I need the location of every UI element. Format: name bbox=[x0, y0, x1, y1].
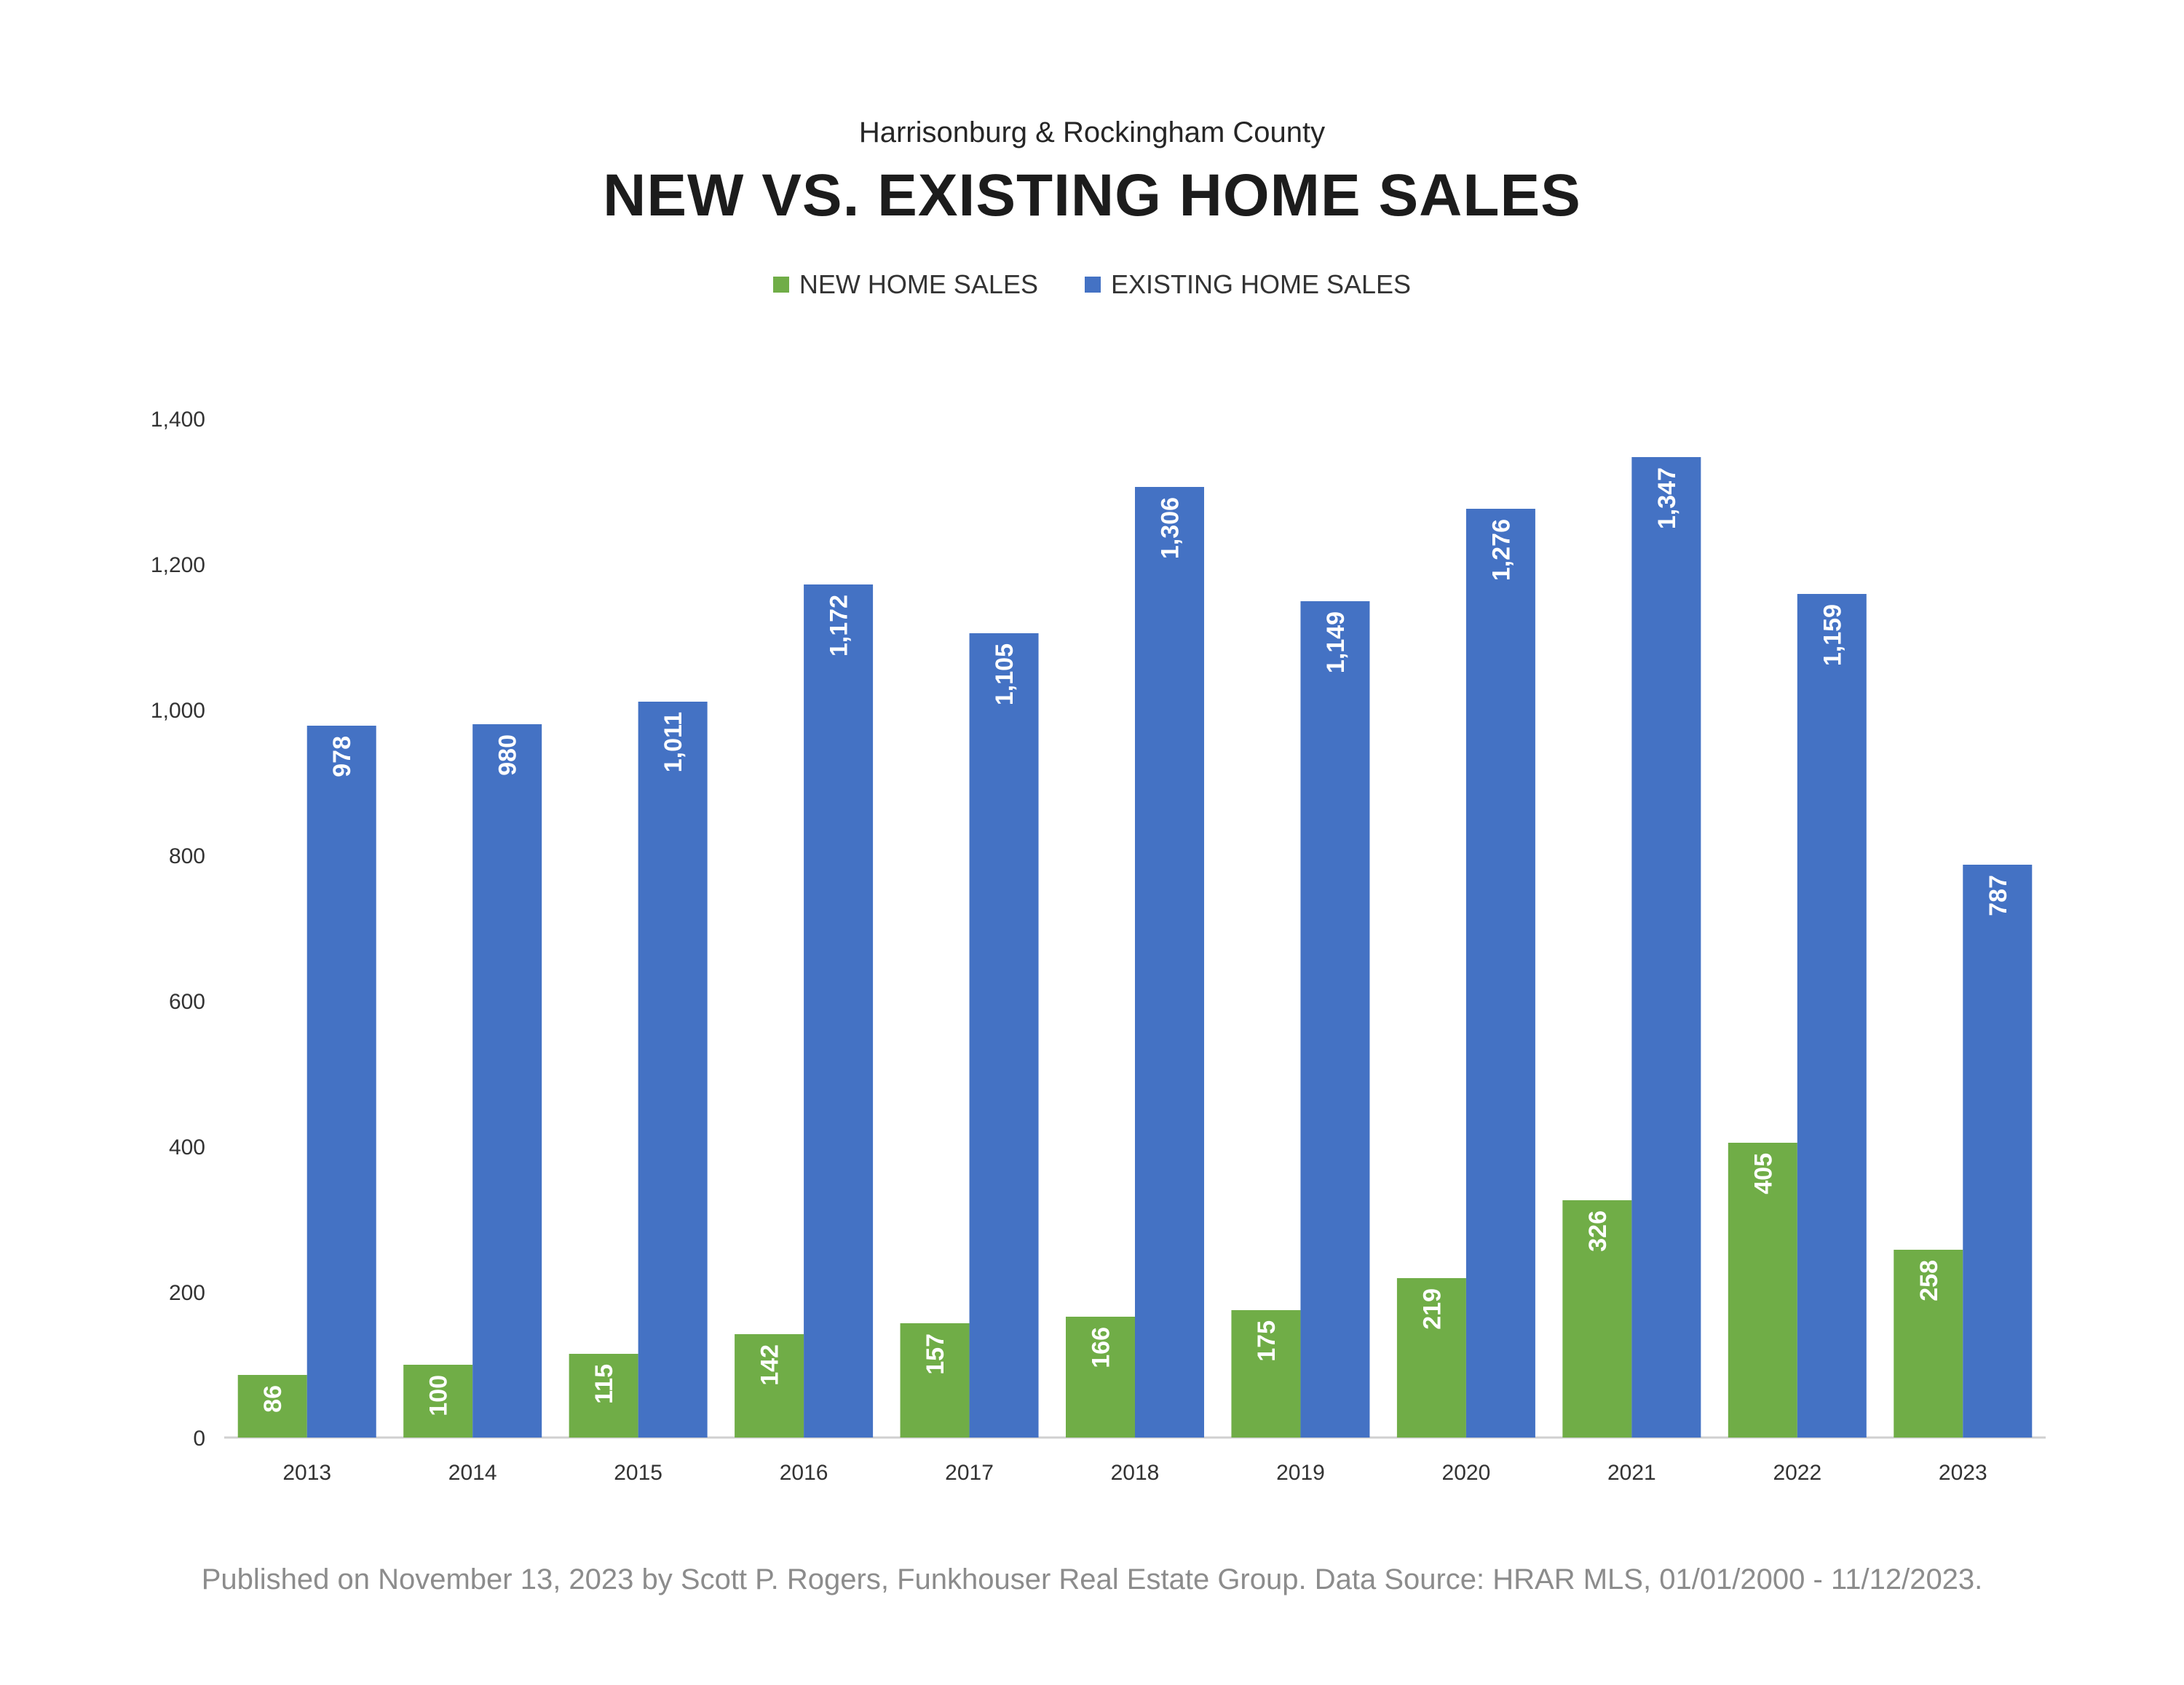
new-sales-data-label: 142 bbox=[756, 1344, 784, 1386]
new-sales-bar bbox=[1396, 1278, 1466, 1438]
existing-sales-bar bbox=[1631, 457, 1701, 1438]
new-sales-data-label: 219 bbox=[1418, 1288, 1446, 1330]
new-sales-data-label: 100 bbox=[425, 1375, 453, 1416]
existing-sales-data-label: 980 bbox=[494, 734, 522, 776]
x-tick-label: 2015 bbox=[614, 1461, 662, 1485]
existing-sales-data-label: 978 bbox=[328, 736, 356, 777]
x-tick-label: 2013 bbox=[282, 1461, 331, 1485]
new-sales-bar bbox=[569, 1354, 638, 1438]
new-sales-bar bbox=[237, 1375, 307, 1438]
y-tick-label: 0 bbox=[193, 1427, 205, 1451]
existing-sales-bar bbox=[1300, 601, 1370, 1438]
existing-sales-bar bbox=[1797, 594, 1867, 1438]
existing-sales-bar bbox=[1135, 487, 1204, 1438]
existing-sales-bar bbox=[804, 584, 874, 1438]
new-sales-data-label: 326 bbox=[1584, 1210, 1612, 1252]
x-tick-label: 2014 bbox=[448, 1461, 497, 1485]
legend-label-new: NEW HOME SALES bbox=[799, 269, 1038, 299]
new-sales-data-label: 166 bbox=[1088, 1327, 1115, 1368]
new-sales-bar bbox=[1231, 1310, 1301, 1438]
existing-sales-data-label: 1,347 bbox=[1653, 467, 1681, 529]
new-sales-data-label: 258 bbox=[1915, 1260, 1943, 1301]
x-tick-label: 2023 bbox=[1939, 1461, 1987, 1485]
new-sales-data-label: 175 bbox=[1253, 1320, 1281, 1362]
y-tick-label: 800 bbox=[169, 844, 205, 868]
footer-source-note: Published on November 13, 2023 by Scott … bbox=[201, 1563, 1983, 1595]
new-sales-bar bbox=[1066, 1317, 1135, 1438]
x-tick-label: 2016 bbox=[780, 1461, 828, 1485]
existing-sales-bar bbox=[1963, 865, 2033, 1438]
existing-sales-data-label: 1,172 bbox=[826, 595, 853, 657]
existing-sales-data-label: 1,149 bbox=[1322, 611, 1350, 673]
chart-title: NEW VS. EXISTING HOME SALES bbox=[603, 162, 1581, 229]
y-tick-label: 1,200 bbox=[151, 553, 205, 577]
new-sales-data-label: 86 bbox=[259, 1385, 287, 1413]
existing-sales-data-label: 1,011 bbox=[660, 712, 687, 772]
existing-sales-bar bbox=[638, 702, 708, 1438]
legend-item-new: NEW HOME SALES bbox=[772, 269, 1038, 300]
x-tick-label: 2017 bbox=[945, 1461, 994, 1485]
existing-sales-bar bbox=[1465, 509, 1535, 1438]
y-tick-label: 600 bbox=[169, 990, 205, 1014]
x-tick-label: 2018 bbox=[1111, 1461, 1160, 1485]
x-tick-label: 2019 bbox=[1276, 1461, 1325, 1485]
new-sales-bar bbox=[735, 1334, 804, 1438]
y-tick-label: 1,000 bbox=[151, 699, 205, 723]
y-tick-label: 1,400 bbox=[151, 408, 205, 432]
y-tick-label: 400 bbox=[169, 1135, 205, 1159]
existing-sales-bar bbox=[472, 724, 542, 1438]
legend-label-existing: EXISTING HOME SALES bbox=[1110, 269, 1412, 299]
legend-swatch-new bbox=[772, 277, 789, 293]
new-sales-bar bbox=[1728, 1143, 1797, 1438]
x-tick-label: 2021 bbox=[1607, 1461, 1656, 1485]
existing-sales-data-label: 787 bbox=[1985, 875, 2012, 916]
existing-sales-data-label: 1,105 bbox=[991, 643, 1018, 705]
existing-sales-bar bbox=[969, 633, 1039, 1438]
existing-sales-data-label: 1,159 bbox=[1819, 604, 1846, 666]
new-sales-data-label: 115 bbox=[590, 1364, 618, 1404]
chart-subtitle: Harrisonburg & Rockingham County bbox=[858, 116, 1326, 148]
existing-sales-data-label: 1,306 bbox=[1157, 497, 1184, 559]
x-tick-label: 2020 bbox=[1442, 1461, 1491, 1485]
existing-sales-bar bbox=[306, 726, 376, 1438]
existing-sales-data-label: 1,276 bbox=[1487, 519, 1515, 581]
new-sales-bar bbox=[900, 1323, 970, 1438]
new-sales-bar bbox=[1562, 1200, 1632, 1438]
new-sales-bar bbox=[403, 1365, 473, 1438]
legend-swatch-existing bbox=[1084, 277, 1101, 293]
new-sales-bar bbox=[1894, 1250, 1963, 1438]
legend-item-existing: EXISTING HOME SALES bbox=[1084, 269, 1412, 300]
y-tick-label: 200 bbox=[169, 1281, 205, 1305]
new-sales-data-label: 405 bbox=[1749, 1153, 1777, 1194]
new-sales-data-label: 157 bbox=[922, 1333, 949, 1375]
chart-legend: NEW HOME SALES EXISTING HOME SALES bbox=[0, 269, 2184, 300]
x-tick-label: 2022 bbox=[1773, 1461, 1821, 1485]
